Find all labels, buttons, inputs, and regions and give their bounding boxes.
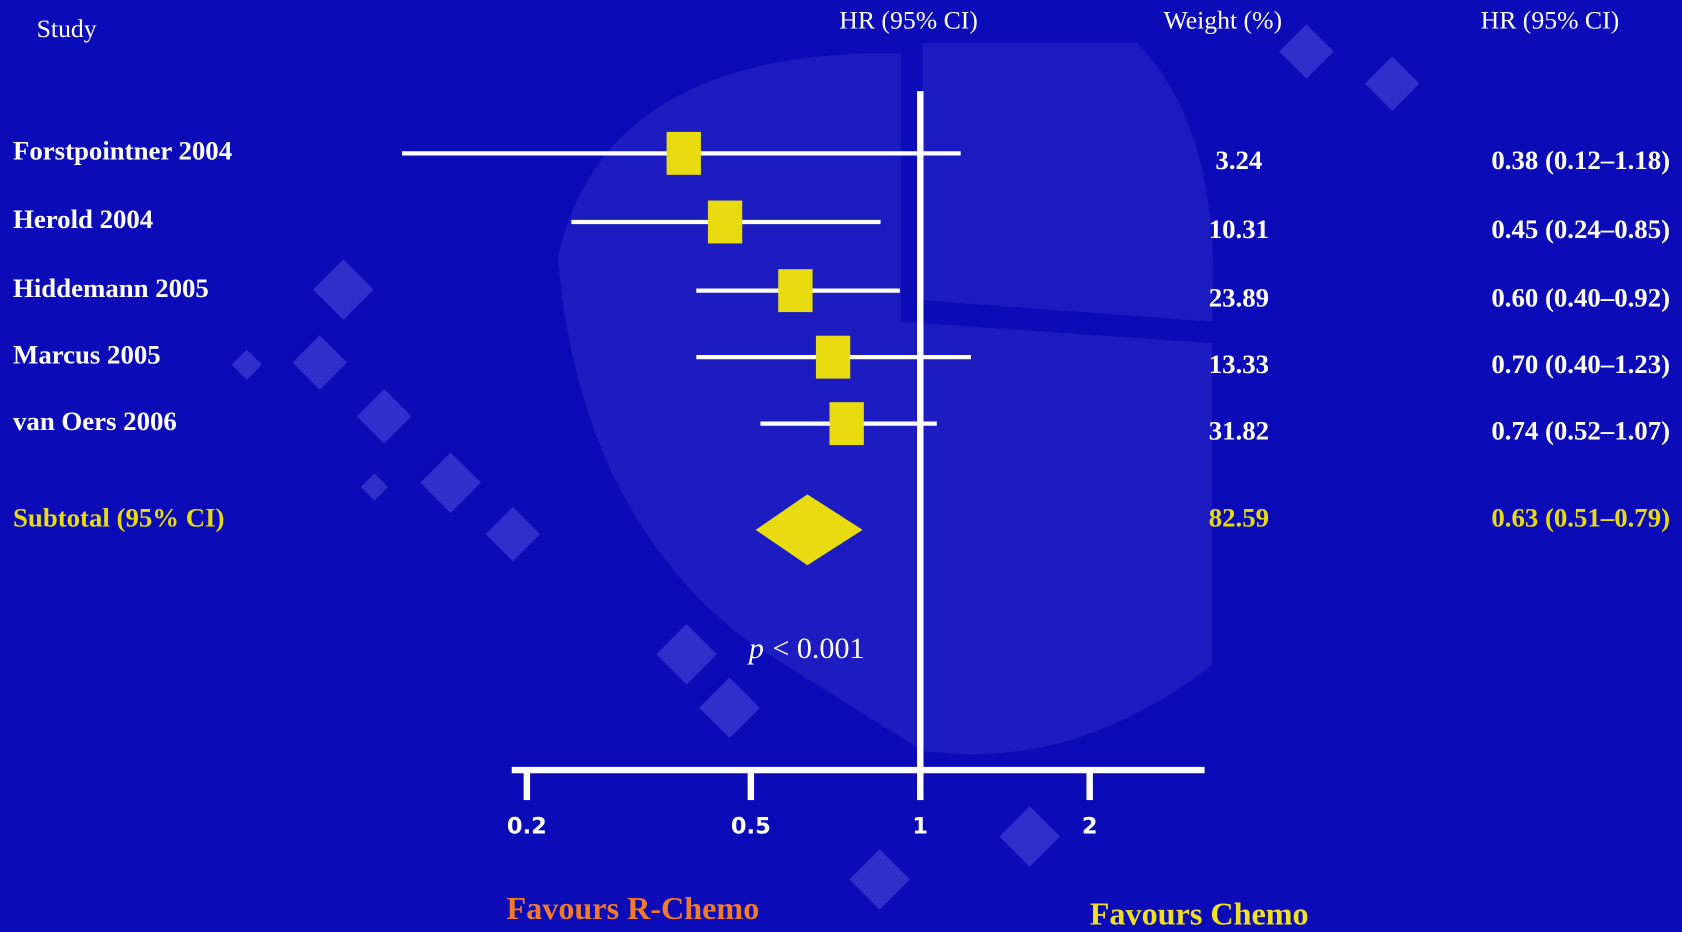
x-tick-label: 0.2 bbox=[507, 813, 547, 839]
favours-right: Favours Chemo bbox=[1090, 895, 1309, 931]
hr-square bbox=[778, 269, 812, 312]
x-tick-label: 1 bbox=[912, 813, 928, 839]
study-name: Marcus 2005 bbox=[13, 339, 161, 369]
column-header: HR (95% CI) bbox=[839, 5, 978, 34]
hr-square bbox=[816, 336, 850, 379]
hr-label: 0.38 (0.12–1.18) bbox=[1491, 145, 1670, 175]
study-name: Herold 2004 bbox=[13, 204, 153, 234]
subtotal-hr-label: 0.63 (0.51–0.79) bbox=[1491, 502, 1670, 532]
favours-left: Favours R-Chemo bbox=[507, 890, 760, 926]
study-name: Hiddemann 2005 bbox=[13, 273, 209, 303]
hr-label: 0.74 (0.52–1.07) bbox=[1491, 415, 1670, 445]
weight: 23.89 bbox=[1209, 282, 1269, 312]
study-name: van Oers 2006 bbox=[13, 406, 177, 436]
study-name: Forstpointner 2004 bbox=[13, 136, 232, 166]
weight: 10.31 bbox=[1209, 214, 1269, 244]
hr-square bbox=[667, 132, 701, 175]
p-text: < 0.001 bbox=[772, 632, 864, 665]
column-header: Weight (%) bbox=[1163, 5, 1282, 34]
chart: Study HR (95% CI) Weight (%) HR (95% CI)… bbox=[0, 0, 1682, 932]
x-tick-label: 0.5 bbox=[731, 813, 771, 839]
hr-label: 0.45 (0.24–0.85) bbox=[1491, 214, 1670, 244]
weight: 31.82 bbox=[1209, 415, 1269, 445]
column-header: HR (95% CI) bbox=[1481, 5, 1620, 34]
x-tick-label: 2 bbox=[1082, 813, 1098, 839]
subtotal-weight: 82.59 bbox=[1209, 502, 1269, 532]
weight: 13.33 bbox=[1209, 349, 1269, 379]
hr-label: 0.60 (0.40–0.92) bbox=[1491, 282, 1670, 312]
hr-square bbox=[830, 402, 864, 445]
hr-square bbox=[708, 201, 742, 244]
hr-label: 0.70 (0.40–1.23) bbox=[1491, 349, 1670, 379]
subtotal-name: Subtotal (95% CI) bbox=[13, 502, 224, 532]
p-symbol: p bbox=[747, 632, 764, 665]
weight: 3.24 bbox=[1215, 145, 1262, 175]
column-header: Study bbox=[37, 14, 97, 43]
